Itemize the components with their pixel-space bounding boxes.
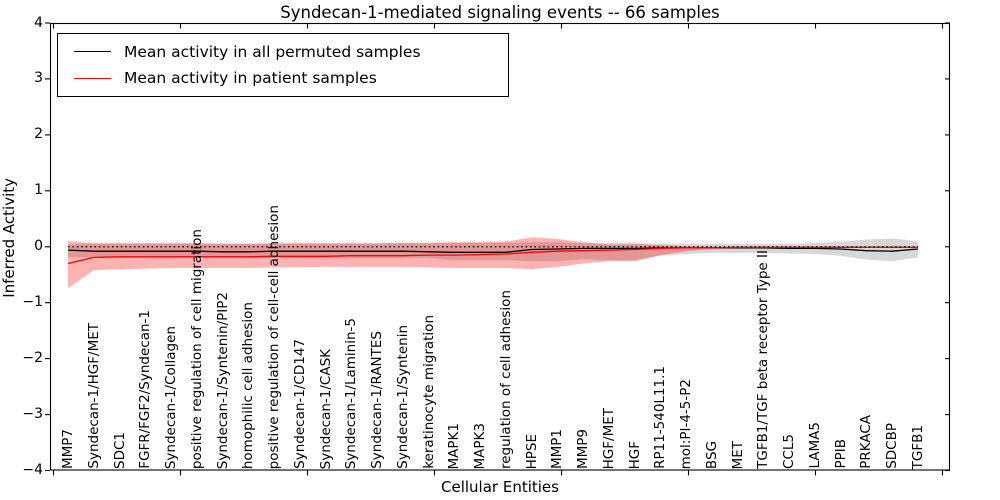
x-category-label: mol:PI-4-5-P2	[678, 378, 695, 469]
y-tick-label: −1	[22, 294, 43, 311]
x-category-label: MAPK1	[446, 422, 463, 469]
x-category-label: Syndecan-1/Collagen	[163, 325, 180, 469]
x-category-label: TGFB1	[910, 424, 926, 469]
x-category-label: LAMA5	[806, 422, 823, 469]
x-category-label: Syndecan-1/RANTES	[369, 331, 386, 469]
x-category-label: RP11-540L11.1	[652, 366, 669, 469]
y-tick-label: 1	[34, 182, 43, 199]
x-category-label: positive regulation of cell migration	[188, 228, 205, 469]
x-category-label: MMP1	[549, 428, 566, 469]
x-category-label: HGF	[626, 440, 643, 469]
x-category-label: Syndecan-1/Syntenin	[394, 325, 411, 469]
x-category-label: TGFB1/TGF beta receptor Type II	[755, 250, 772, 469]
x-category-label: PPIB	[832, 439, 849, 469]
legend-entry: Mean activity in patient samples	[58, 69, 508, 87]
x-category-label: Syndecan-1/HGF/MET	[85, 323, 102, 469]
x-category-label: Syndecan-1/Laminin-5	[343, 317, 360, 469]
x-category-label: positive regulation of cell-cell adhesio…	[266, 204, 283, 469]
y-tick-label: 4	[34, 14, 43, 31]
legend-label: Mean activity in patient samples	[124, 69, 377, 88]
permuted-mean-line	[67, 247, 919, 253]
x-axis-label: Cellular Entities	[441, 478, 559, 496]
chart-title: Syndecan-1-mediated signaling events -- …	[280, 3, 720, 22]
permuted-band	[68, 238, 918, 262]
y-tick-label: 0	[34, 238, 43, 255]
permuted-line-swatch	[74, 51, 111, 53]
patient-mean-line	[67, 246, 918, 265]
x-category-label: BSG	[703, 440, 720, 469]
x-category-label: Syndecan-1/Syntenin/PIP2	[214, 291, 231, 469]
y-tick-label: −3	[22, 406, 43, 423]
x-category-label: HPSE	[523, 433, 540, 469]
x-category-label: homophilic cell adhesion	[240, 301, 257, 469]
x-category-label: Syndecan-1/CD147	[291, 339, 308, 469]
x-category-label: regulation of cell adhesion	[497, 290, 514, 469]
patient-line-swatch	[74, 77, 111, 79]
x-category-label: Syndecan-1/CASK	[317, 348, 334, 469]
x-category-label: MMP7	[60, 428, 76, 469]
x-category-label: FGFR/FGF2/Syndecan-1	[137, 310, 154, 469]
y-tick-label: −2	[22, 350, 43, 367]
x-category-label: MAPK3	[472, 422, 489, 469]
legend-label: Mean activity in all permuted samples	[124, 42, 421, 61]
y-tick-label: −4	[22, 462, 43, 478]
x-category-label: keratinocyte migration	[420, 315, 437, 469]
legend-entry: Mean activity in all permuted samples	[58, 43, 508, 61]
x-category-label: MMP9	[575, 428, 592, 469]
x-category-label: CCL5	[781, 434, 798, 469]
legend: Mean activity in all permuted samples Mea…	[57, 33, 509, 97]
y-tick-label: 3	[34, 70, 43, 87]
x-category-label: MET	[729, 440, 746, 469]
x-category-label: HGF/MET	[600, 407, 617, 469]
x-category-label: SDC1	[111, 432, 128, 469]
x-category-label: SDCBP	[884, 423, 901, 469]
x-category-label: PRKACA	[858, 415, 875, 469]
patient-band	[68, 237, 918, 289]
y-tick-label: 2	[34, 126, 43, 143]
